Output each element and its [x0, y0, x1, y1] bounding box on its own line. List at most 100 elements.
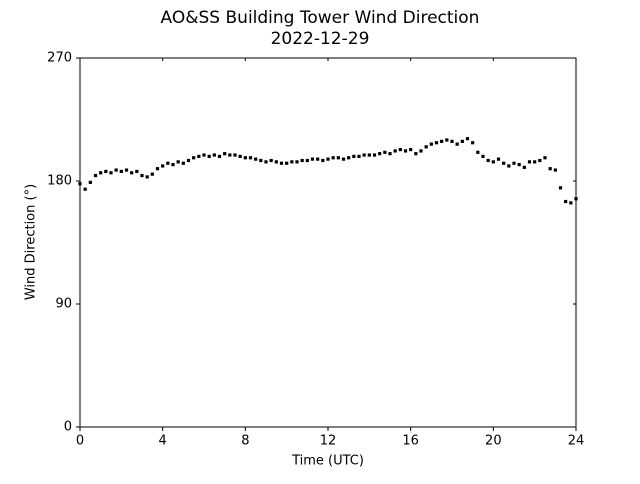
data-point [228, 153, 232, 157]
data-point [419, 149, 423, 153]
data-point [104, 169, 108, 174]
data-point [450, 139, 454, 143]
data-point [176, 160, 180, 164]
data-point [78, 182, 82, 186]
data-point [130, 171, 134, 175]
data-point [202, 153, 206, 157]
data-point [471, 141, 475, 145]
data-point [414, 152, 418, 156]
data-point [465, 137, 470, 141]
data-point [285, 161, 289, 165]
data-point [254, 157, 258, 161]
data-point [269, 158, 273, 163]
data-point [548, 167, 552, 171]
data-point [259, 158, 263, 163]
data-point [393, 149, 397, 153]
data-point [378, 152, 382, 156]
x-axis-label: Time (UTC) [291, 454, 364, 469]
data-point [440, 139, 444, 143]
data-point [124, 168, 129, 172]
data-point [481, 154, 485, 158]
y-tick-label: 270 [47, 51, 72, 66]
data-point [197, 154, 201, 158]
data-point [403, 149, 408, 153]
data-point [171, 163, 175, 167]
data-point [491, 160, 495, 164]
data-point [445, 138, 449, 142]
y-tick-label: 90 [55, 297, 72, 312]
data-point [496, 157, 501, 161]
data-point [295, 160, 299, 164]
data-point [341, 157, 346, 161]
data-point [564, 199, 568, 204]
data-point [362, 153, 366, 157]
data-point [476, 150, 480, 154]
data-point [434, 141, 439, 145]
chart-subtitle: 2022-12-29 [271, 29, 370, 49]
data-point [310, 157, 315, 161]
data-point [553, 168, 557, 172]
data-point [114, 168, 118, 172]
data-point [533, 160, 537, 164]
x-tick-label: 12 [320, 434, 337, 449]
y-tick-label: 180 [47, 174, 72, 189]
data-point [305, 158, 309, 163]
data-point [357, 154, 361, 158]
data-point [212, 153, 216, 157]
data-point [83, 187, 87, 191]
x-tick-label: 20 [485, 434, 502, 449]
data-point [248, 156, 253, 160]
data-point [502, 161, 506, 165]
data-point [455, 142, 459, 146]
data-point [279, 161, 284, 165]
data-point [424, 145, 428, 149]
data-point [326, 157, 330, 161]
data-point [543, 156, 547, 160]
data-point [166, 161, 170, 165]
data-point [486, 158, 490, 163]
data-point [99, 171, 103, 175]
data-point [243, 156, 247, 160]
x-tick-label: 24 [568, 434, 585, 449]
data-point [367, 153, 371, 157]
data-point [512, 161, 516, 165]
data-point [140, 173, 144, 178]
data-point [155, 167, 160, 171]
data-point [522, 165, 526, 169]
data-point [507, 164, 511, 168]
data-point [290, 160, 294, 164]
data-point [207, 154, 211, 158]
data-point [336, 156, 340, 160]
data-point [383, 150, 387, 154]
data-point [238, 154, 242, 158]
plot-frame [79, 57, 577, 428]
data-point [119, 169, 123, 174]
chart-title: AO&SS Building Tower Wind Direction [161, 8, 480, 28]
data-point [558, 186, 563, 190]
x-tick-label: 0 [76, 434, 84, 449]
data-point [145, 175, 149, 179]
data-point [150, 172, 154, 176]
data-point [186, 158, 191, 163]
y-tick-label: 0 [64, 420, 72, 435]
data-point [264, 160, 268, 164]
data-point [274, 160, 278, 164]
data-point [372, 153, 377, 157]
data-point [352, 154, 356, 158]
data-point [527, 160, 532, 164]
data-point [181, 161, 185, 165]
data-point [233, 153, 237, 157]
data-point [398, 147, 402, 152]
data-point [569, 201, 573, 205]
data-point [321, 158, 325, 163]
data-point [538, 158, 542, 163]
data-point [409, 147, 413, 152]
data-point [316, 157, 320, 161]
data-point [88, 180, 92, 184]
data-point [109, 171, 113, 175]
data-point [347, 156, 351, 160]
data-point [135, 169, 139, 174]
x-tick-label: 16 [402, 434, 419, 449]
data-point [217, 154, 222, 158]
